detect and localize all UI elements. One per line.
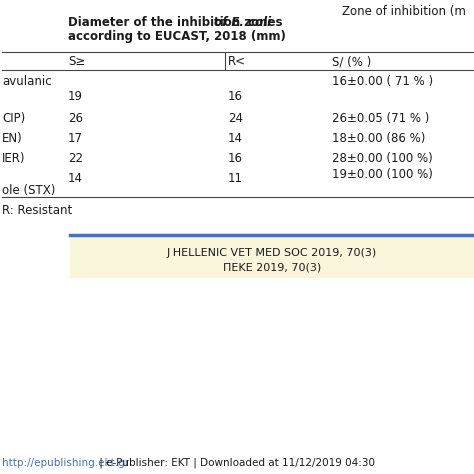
Text: Diameter of the inhibition zones: Diameter of the inhibition zones [68, 16, 287, 29]
Text: S≥: S≥ [68, 55, 85, 68]
Text: 14: 14 [228, 132, 243, 145]
Text: 28±0.00 (100 %): 28±0.00 (100 %) [332, 152, 433, 165]
Text: 14: 14 [68, 172, 83, 185]
Text: 16±0.00 ( 71 % ): 16±0.00 ( 71 % ) [332, 75, 433, 88]
Text: IER): IER) [2, 152, 26, 165]
Text: 11: 11 [228, 172, 243, 185]
Text: according to EUCAST, 2018 (mm): according to EUCAST, 2018 (mm) [68, 30, 286, 43]
Text: of E. coli: of E. coli [214, 16, 271, 29]
FancyBboxPatch shape [70, 237, 474, 278]
Text: CIP): CIP) [2, 112, 25, 125]
Text: ole (STX): ole (STX) [2, 184, 55, 197]
Text: 19: 19 [68, 90, 83, 103]
Text: 16: 16 [228, 90, 243, 103]
Text: avulanic: avulanic [2, 75, 52, 88]
Text: EN): EN) [2, 132, 23, 145]
Text: http://epublishing.ekt.gr: http://epublishing.ekt.gr [2, 458, 129, 468]
Text: R: Resistant: R: Resistant [2, 204, 72, 217]
Text: 17: 17 [68, 132, 83, 145]
Text: J HELLENIC VET MED SOC 2019, 70(3): J HELLENIC VET MED SOC 2019, 70(3) [167, 248, 377, 258]
Text: 18±0.00 (86 %): 18±0.00 (86 %) [332, 132, 425, 145]
Text: 16: 16 [228, 152, 243, 165]
Text: R<: R< [228, 55, 246, 68]
Text: ΠΕΚΕ 2019, 70(3): ΠΕΚΕ 2019, 70(3) [223, 262, 321, 272]
Text: 24: 24 [228, 112, 243, 125]
Text: 22: 22 [68, 152, 83, 165]
Text: 26±0.05 (71 % ): 26±0.05 (71 % ) [332, 112, 429, 125]
Text: 19±0.00 (100 %): 19±0.00 (100 %) [332, 168, 433, 181]
Text: | e-Publisher: EKT | Downloaded at 11/12/2019 04:30: | e-Publisher: EKT | Downloaded at 11/12… [96, 458, 375, 468]
Text: S/ (% ): S/ (% ) [332, 55, 371, 68]
Text: 26: 26 [68, 112, 83, 125]
Text: Zone of inhibition (m: Zone of inhibition (m [342, 5, 466, 18]
